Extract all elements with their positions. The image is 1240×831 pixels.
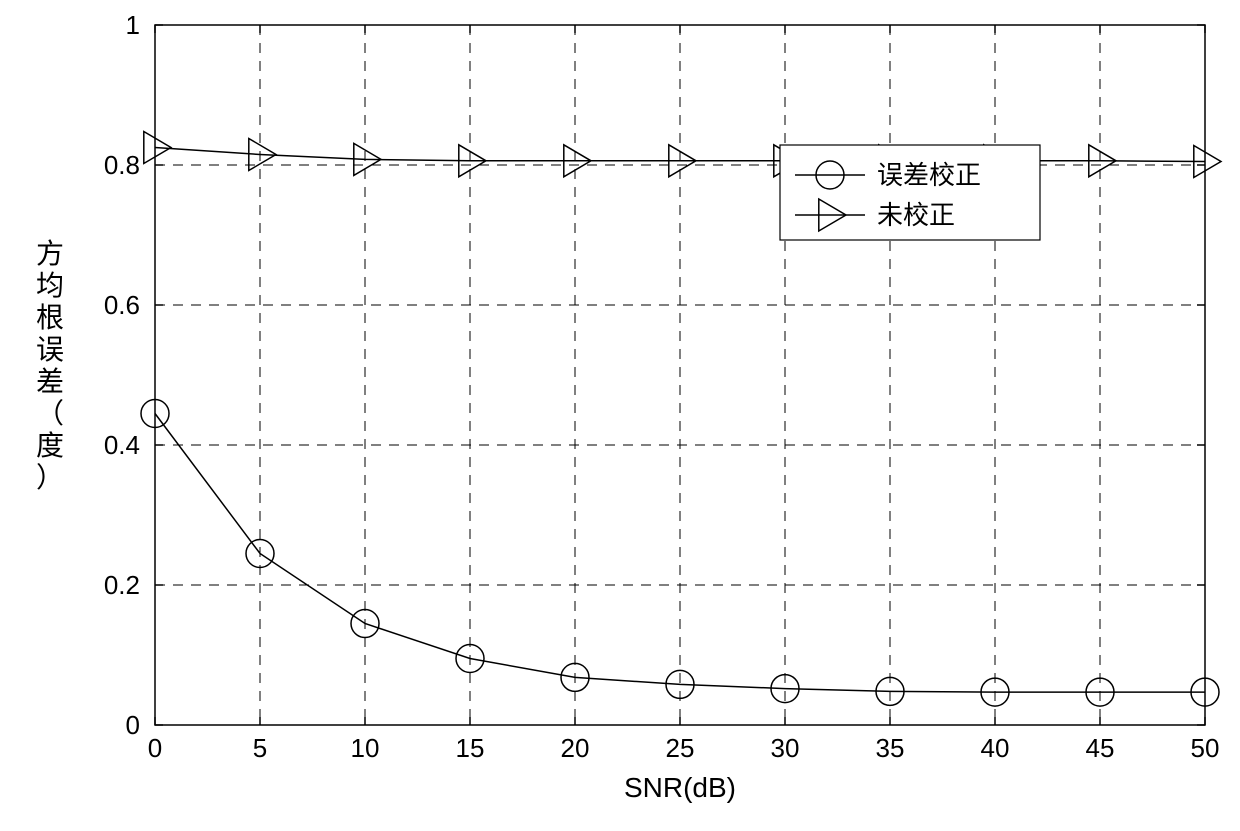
x-tick-label: 50 [1191,733,1220,763]
x-axis-label: SNR(dB) [624,772,736,803]
x-tick-label: 0 [148,733,162,763]
y-axis-label: 方均根误差（度） [36,238,64,493]
x-tick-label: 20 [561,733,590,763]
svg-text:（: （ [36,398,64,429]
svg-text:度: 度 [36,430,64,461]
x-tick-label: 10 [351,733,380,763]
x-tick-label: 15 [456,733,485,763]
chart-container: 0 5 10 15 20 25 30 35 40 45 50 0 0.2 0.4 0.6 0.8 1 SNR(dB… [0,0,1240,831]
y-tick-label: 0.8 [104,150,140,180]
y-tick-label: 1 [126,10,140,40]
svg-text:均: 均 [36,270,64,301]
x-tick-label: 25 [666,733,695,763]
y-tick-label: 0.4 [104,430,140,460]
svg-text:根: 根 [36,302,64,333]
x-tick-label: 30 [771,733,800,763]
svg-text:方: 方 [36,238,64,269]
x-tick-label: 45 [1086,733,1115,763]
x-tick-label: 40 [981,733,1010,763]
x-tick-label: 5 [253,733,267,763]
legend-label: 未校正 [877,200,955,230]
y-tick-label: 0.6 [104,290,140,320]
x-tick-label: 35 [876,733,905,763]
svg-text:）: ） [36,462,64,493]
y-tick-label: 0.2 [104,570,140,600]
svg-text:误: 误 [36,334,64,365]
legend: 误差校正未校正 [780,145,1040,240]
y-tick-label: 0 [126,710,140,740]
line-chart: 0 5 10 15 20 25 30 35 40 45 50 0 0.2 0.4 0.6 0.8 1 SNR(dB… [0,0,1240,831]
svg-text:差: 差 [36,366,64,397]
legend-label: 误差校正 [877,160,981,190]
